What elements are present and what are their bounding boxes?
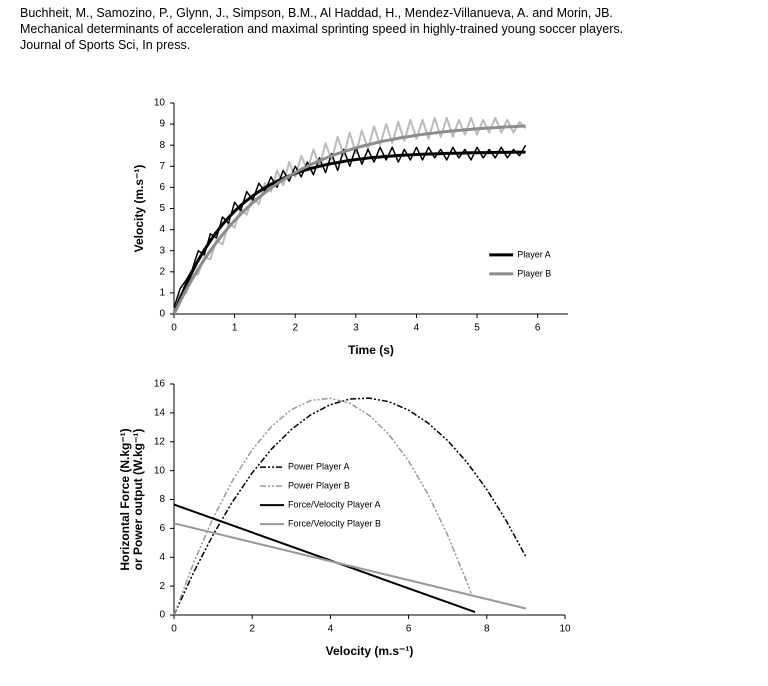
y-tick-label: 2 <box>159 266 165 277</box>
y-tick-label: 16 <box>154 379 166 390</box>
x-tick-label: 4 <box>414 323 420 334</box>
citation-line: Journal of Sports Sci, In press. <box>20 38 191 52</box>
x-axis-title: Velocity (m.s⁻¹) <box>326 644 414 658</box>
y-tick-label: 12 <box>154 436 166 447</box>
x-tick-label: 8 <box>484 624 490 635</box>
y-tick-label: 3 <box>159 245 165 256</box>
y-tick-label: 8 <box>159 140 165 151</box>
x-tick-label: 5 <box>474 323 480 334</box>
legend-label: Force/Velocity Player A <box>288 500 381 510</box>
legend-label: Power Player A <box>288 462 350 472</box>
x-tick-label: 6 <box>535 323 541 334</box>
y-axis-title: Velocity (m.s⁻¹) <box>132 165 146 253</box>
x-tick-label: 10 <box>559 624 571 635</box>
y-axis-title: Horizontal Force (N.kg⁻¹) <box>118 428 132 570</box>
data-line <box>173 522 527 610</box>
y-axis-title: or Power output (W.kg⁻¹) <box>131 429 145 571</box>
y-tick-label: 4 <box>159 224 165 235</box>
x-tick-label: 0 <box>171 624 177 635</box>
x-tick-label: 4 <box>328 624 334 635</box>
x-tick-label: 2 <box>292 323 298 334</box>
y-tick-label: 6 <box>159 523 165 534</box>
data-line <box>172 124 526 315</box>
y-tick-label: 8 <box>159 494 165 505</box>
x-tick-label: 2 <box>249 624 255 635</box>
citation-line: Buchheit, M., Samozino, P., Glynn, J., S… <box>20 6 613 20</box>
y-tick-label: 10 <box>154 465 166 476</box>
y-tick-label: 6 <box>159 182 165 193</box>
x-tick-label: 3 <box>353 323 359 334</box>
y-tick-label: 7 <box>159 161 165 172</box>
citation-line: Mechanical determinants of acceleration … <box>20 22 624 36</box>
y-tick-label: 10 <box>154 98 166 109</box>
data-line <box>172 150 526 315</box>
legend-label: Player B <box>517 268 551 278</box>
legend-label: Force/Velocity Player B <box>288 519 381 529</box>
y-tick-label: 0 <box>159 309 165 320</box>
y-tick-label: 1 <box>159 288 165 299</box>
y-tick-label: 14 <box>154 408 166 419</box>
y-tick-label: 2 <box>159 581 165 592</box>
x-tick-label: 6 <box>406 624 412 635</box>
x-axis-title: Time (s) <box>348 343 394 357</box>
x-tick-label: 0 <box>171 323 177 334</box>
data-line <box>173 116 527 311</box>
y-tick-label: 0 <box>159 610 165 621</box>
data-line <box>173 397 472 616</box>
x-tick-label: 1 <box>232 323 238 334</box>
y-tick-label: 4 <box>159 552 165 563</box>
data-line <box>173 503 476 614</box>
y-tick-label: 5 <box>159 203 165 214</box>
legend-label: Player A <box>517 249 551 259</box>
y-tick-label: 9 <box>159 119 165 130</box>
legend-label: Power Player B <box>288 481 350 491</box>
